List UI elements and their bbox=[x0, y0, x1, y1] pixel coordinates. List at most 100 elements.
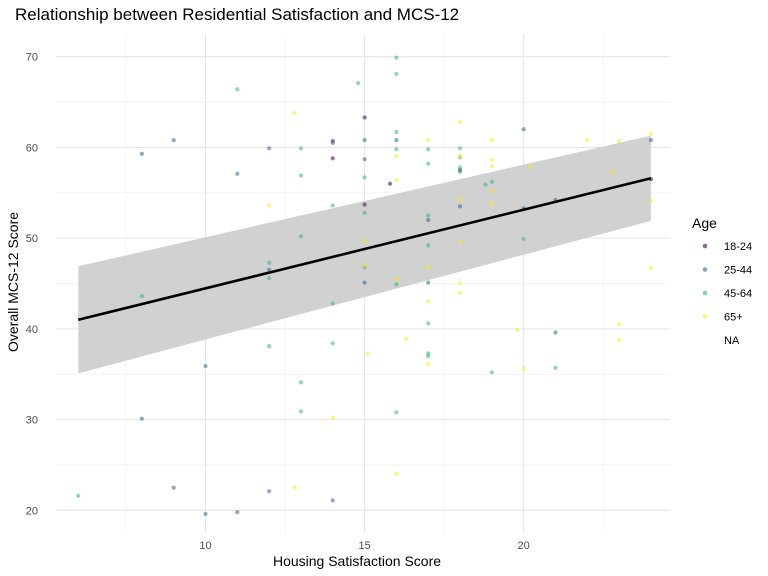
point-25-44 bbox=[171, 485, 176, 490]
point-18-24 bbox=[362, 115, 367, 120]
y-tick-label: 40 bbox=[26, 324, 38, 336]
point-65+ bbox=[585, 138, 590, 143]
point-45-64 bbox=[483, 182, 488, 187]
confidence-band bbox=[78, 135, 651, 374]
y-tick-label: 30 bbox=[26, 415, 38, 427]
legend-key-65+ bbox=[702, 314, 708, 319]
point-45-64 bbox=[267, 260, 272, 265]
point-45-64 bbox=[298, 146, 304, 151]
point-65+ bbox=[394, 276, 399, 282]
legend-key-25-44 bbox=[702, 267, 708, 272]
point-25-44 bbox=[171, 138, 176, 143]
point-45-64 bbox=[298, 409, 304, 414]
point-65+ bbox=[527, 164, 533, 169]
point-45-64 bbox=[394, 55, 399, 60]
point-25-44 bbox=[235, 171, 240, 176]
y-axis-title: Overall MCS-12 Score bbox=[5, 212, 21, 352]
point-25-44 bbox=[139, 151, 144, 156]
point-65+ bbox=[426, 138, 431, 143]
point-45-64 bbox=[394, 71, 399, 77]
point-18-24 bbox=[330, 156, 335, 161]
point-65+ bbox=[457, 239, 463, 244]
point-45-64 bbox=[330, 341, 335, 346]
point-65+ bbox=[362, 263, 367, 268]
point-65+ bbox=[426, 299, 431, 304]
point-65+ bbox=[292, 110, 297, 116]
point-65+ bbox=[267, 203, 272, 208]
point-25-44 bbox=[330, 140, 335, 145]
legend-key-45-64 bbox=[702, 290, 708, 296]
point-65+ bbox=[426, 265, 431, 270]
point-25-44 bbox=[203, 363, 208, 369]
x-tick-label: 20 bbox=[518, 540, 530, 552]
legend-label-65+: 65+ bbox=[724, 312, 743, 324]
point-25-44 bbox=[648, 138, 654, 143]
point-45-64 bbox=[553, 365, 558, 370]
point-65+ bbox=[292, 485, 297, 490]
point-45-64 bbox=[330, 203, 335, 208]
point-25-44 bbox=[203, 511, 208, 517]
point-45-64 bbox=[362, 175, 367, 180]
point-45-64 bbox=[267, 275, 272, 281]
point-65+ bbox=[457, 119, 463, 125]
x-tick-labels: 10 15 20 bbox=[199, 540, 529, 552]
point-45-64 bbox=[139, 294, 144, 299]
point-45-64 bbox=[356, 80, 361, 86]
point-65+ bbox=[457, 154, 463, 159]
point-45-64 bbox=[330, 301, 335, 306]
legend-title: Age bbox=[692, 215, 717, 231]
y-tick-label: 50 bbox=[26, 233, 38, 245]
y-tick-label: 60 bbox=[26, 142, 38, 154]
point-25-44 bbox=[426, 217, 431, 223]
point-18-24 bbox=[362, 202, 367, 207]
point-65+ bbox=[489, 164, 494, 169]
point-65+ bbox=[489, 138, 494, 143]
point-45-64 bbox=[489, 370, 494, 375]
point-45-64 bbox=[457, 165, 463, 170]
y-tick-labels: 20 30 40 50 60 70 bbox=[26, 52, 38, 518]
point-65+ bbox=[515, 327, 520, 332]
point-65+ bbox=[489, 158, 494, 163]
point-45-64 bbox=[489, 179, 494, 184]
point-65+ bbox=[489, 201, 494, 206]
point-45-64 bbox=[426, 353, 431, 359]
point-65+ bbox=[489, 188, 494, 194]
legend-label-NA: NA bbox=[724, 335, 740, 347]
data-points bbox=[76, 55, 654, 517]
point-65+ bbox=[457, 197, 463, 202]
point-25-44 bbox=[426, 280, 431, 285]
point-65+ bbox=[648, 265, 654, 271]
legend-key-18-24 bbox=[702, 243, 708, 249]
point-65+ bbox=[457, 281, 463, 286]
point-45-64 bbox=[76, 493, 81, 498]
point-45-64 bbox=[362, 210, 367, 215]
legend-label-25-44: 25-44 bbox=[724, 265, 752, 277]
regression-fit-line bbox=[77, 176, 652, 322]
confidence-band-area bbox=[78, 135, 651, 374]
point-25-44 bbox=[553, 330, 558, 335]
point-65+ bbox=[362, 238, 367, 243]
legend: Age 18-24 25-44 45-64 65+ NA bbox=[692, 215, 752, 347]
legend-label-45-64: 45-64 bbox=[724, 288, 752, 300]
point-25-44 bbox=[457, 204, 463, 209]
point-25-44 bbox=[330, 498, 335, 503]
point-45-64 bbox=[267, 344, 272, 349]
point-65+ bbox=[394, 154, 399, 159]
point-65+ bbox=[394, 471, 399, 477]
point-65+ bbox=[457, 290, 463, 295]
y-tick-label: 20 bbox=[26, 505, 38, 517]
point-45-64 bbox=[394, 129, 399, 135]
point-25-44 bbox=[394, 138, 399, 143]
point-65+ bbox=[616, 337, 622, 342]
point-18-24 bbox=[387, 181, 393, 186]
point-45-64 bbox=[394, 282, 399, 287]
point-25-44 bbox=[267, 146, 272, 151]
chart-title: Relationship between Residential Satisfa… bbox=[15, 5, 459, 24]
point-25-44 bbox=[362, 138, 367, 143]
point-45-64 bbox=[235, 87, 240, 92]
y-tick-label: 70 bbox=[26, 52, 38, 64]
point-65+ bbox=[648, 131, 654, 136]
point-25-44 bbox=[362, 157, 367, 162]
regression-line bbox=[77, 176, 652, 322]
